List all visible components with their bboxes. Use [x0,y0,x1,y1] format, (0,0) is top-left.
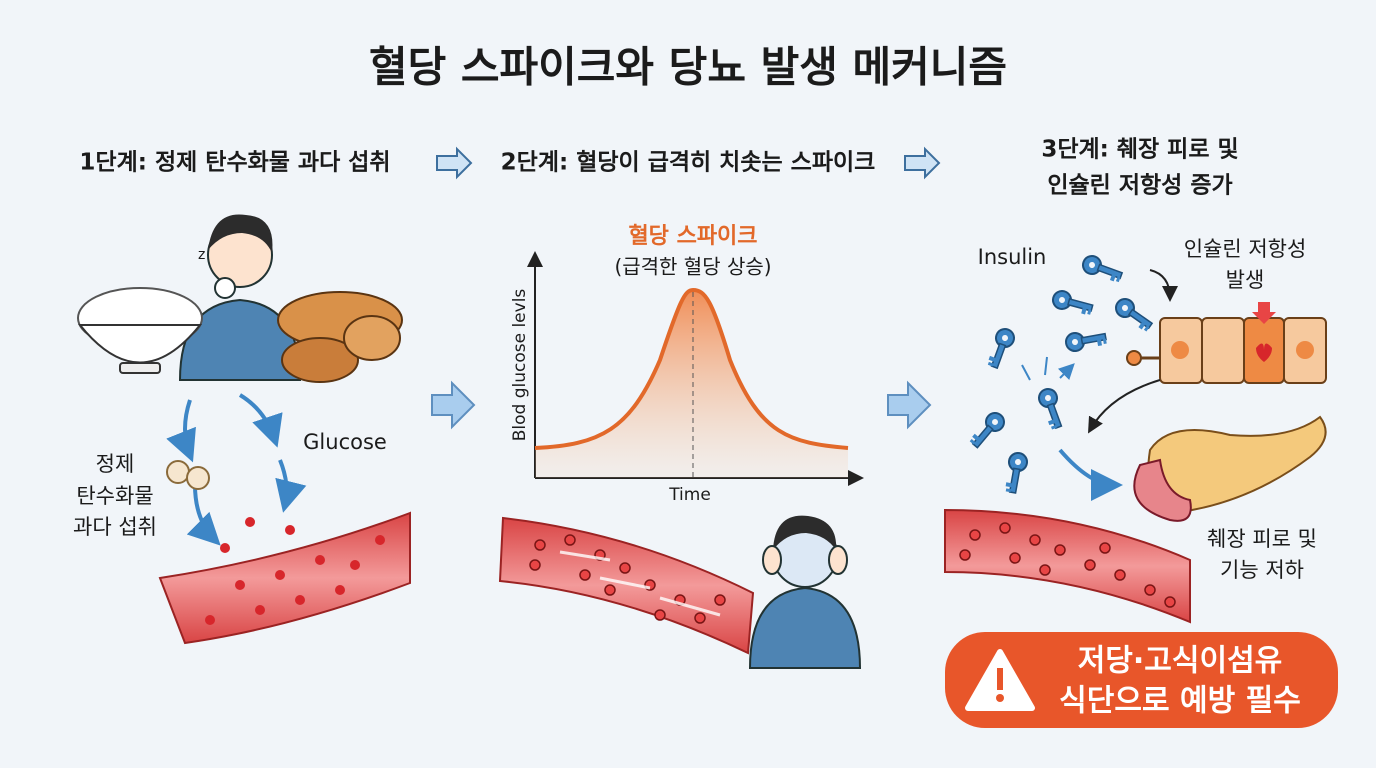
label: Insulin [978,245,1047,269]
y-axis-label: Blod glucose levls [510,289,530,442]
pancreas [1133,415,1327,522]
blood-vessel [158,511,411,645]
label: 발생 [1226,268,1265,292]
step-label: 2단계: 혈당이 급격히 치솟는 스파이크 [501,150,876,176]
flow-arrow [1058,448,1123,501]
flow-arrow [1088,379,1161,434]
step-label: 인슐린 저항성 증가 [1047,173,1232,199]
chart-subtitle: (급격한 혈당 상승) [614,255,771,279]
step-arrow [436,146,473,180]
label: 과다 섭취 [73,515,157,539]
label: 췌장 피로 및 [1207,527,1317,551]
label: 기능 저하 [1220,558,1304,582]
flow-arrow [275,459,307,513]
panel-arrow [887,380,932,430]
label: 인슐린 저항성 [1184,237,1307,261]
flow-arrow [238,393,283,448]
warning-text: 저당·고식이섬유 [1078,644,1283,679]
step-label: 3단계: 췌장 피로 및 [1041,137,1238,163]
chart-title: 혈당 스파이크 [628,224,757,249]
spike-area [535,290,848,478]
bread [277,291,403,383]
rice-bowl [77,287,203,374]
glucose-ball [186,466,210,490]
x-axis-label: Time [668,485,711,505]
warning-box [945,632,1338,728]
flow-arrow [1021,357,1072,381]
glucose-dots [205,517,385,625]
label: Glucose [303,430,387,454]
warning-icon [997,668,1003,690]
spike-curve [534,287,849,450]
title: 혈당 스파이크와 당뇨 발생 메커니즘 [369,43,1007,92]
glucose-dots [529,534,726,624]
flow-streaks [559,550,721,617]
step-arrow [904,146,941,180]
flow-arrow [166,399,196,463]
sleep-z: z [198,247,205,263]
step-label: 1단계: 정제 탄수화물 과다 섭취 [79,150,390,176]
cells [1126,302,1327,384]
flow-arrow [1149,269,1178,302]
stressed-person [748,515,862,669]
warning-text: 식단으로 예방 필수 [1059,684,1301,719]
glucose-dots [959,522,1176,608]
blood-vessel [944,508,1191,624]
panel-arrow [431,380,476,430]
label: 정제 [96,452,135,476]
glucose-ball [166,460,190,484]
flow-arrow [186,484,221,546]
label: 탄수화물 [76,484,153,508]
warning-icon [996,694,1004,702]
